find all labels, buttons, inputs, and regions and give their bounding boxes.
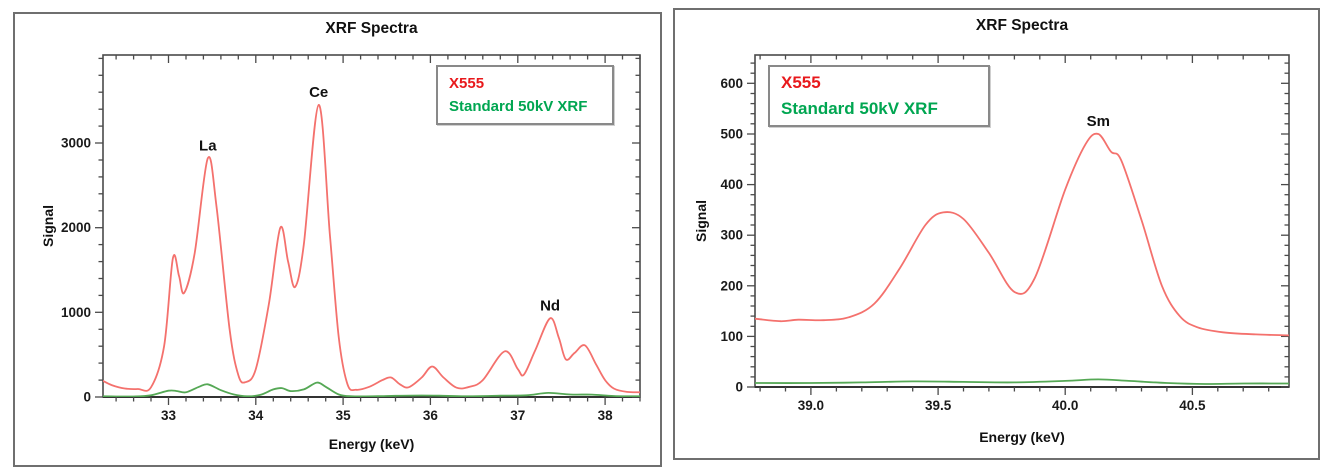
svg-text:Nd: Nd	[540, 297, 560, 314]
legend-item-x555: X555	[449, 74, 485, 92]
svg-text:1000: 1000	[61, 305, 91, 320]
svg-text:3000: 3000	[61, 136, 91, 151]
svg-text:Ce: Ce	[309, 84, 328, 101]
svg-text:38: 38	[598, 408, 614, 423]
chart-title: XRF Spectra	[325, 20, 418, 37]
svg-text:300: 300	[720, 228, 743, 243]
legend-item-standard: Standard 50kV XRF	[781, 99, 938, 118]
left-spectra-plot: 33 34 35 36 37 38 0 1000 2000 3000 La Ce Nd	[61, 54, 641, 423]
y-axis-label: Signal	[693, 200, 709, 243]
svg-text:Sm: Sm	[1087, 113, 1110, 130]
x-axis-label: Energy (keV)	[328, 436, 415, 452]
svg-text:2000: 2000	[61, 220, 91, 235]
svg-text:34: 34	[248, 408, 264, 423]
svg-text:200: 200	[720, 278, 743, 293]
svg-text:100: 100	[720, 329, 743, 344]
legend-item-standard: Standard 50kV XRF	[449, 98, 588, 115]
svg-text:33: 33	[161, 408, 177, 423]
svg-text:0: 0	[83, 390, 91, 405]
svg-text:40.5: 40.5	[1179, 398, 1206, 413]
left-chart-panel: 33 34 35 36 37 38 0 1000 2000 3000 La Ce Nd XRF Spec…	[13, 12, 662, 467]
legend-box: X555 Standard 50kV XRF	[436, 65, 614, 125]
svg-text:400: 400	[720, 177, 743, 192]
svg-text:39.5: 39.5	[925, 398, 952, 413]
svg-text:600: 600	[720, 76, 743, 91]
svg-text:37: 37	[510, 408, 525, 423]
svg-text:39.0: 39.0	[798, 398, 824, 413]
svg-text:36: 36	[423, 408, 439, 423]
svg-text:40.0: 40.0	[1052, 398, 1078, 413]
chart-title: XRF Spectra	[975, 17, 1069, 34]
right-chart-panel: 39.0 39.5 40.0 40.5 0 100 200 300 400 500 600 Sm XR…	[673, 8, 1320, 460]
svg-text:500: 500	[720, 127, 743, 142]
svg-text:La: La	[199, 137, 217, 154]
x-axis-label: Energy (keV)	[979, 429, 1065, 445]
svg-text:0: 0	[735, 380, 743, 395]
legend-box: X555 Standard 50kV XRF	[768, 65, 990, 127]
legend-item-x555: X555	[781, 72, 821, 92]
right-spectra-plot: 39.0 39.5 40.0 40.5 0 100 200 300 400 500 600 Sm	[720, 54, 1290, 413]
y-axis-label: Signal	[40, 205, 56, 248]
svg-text:35: 35	[336, 408, 352, 423]
